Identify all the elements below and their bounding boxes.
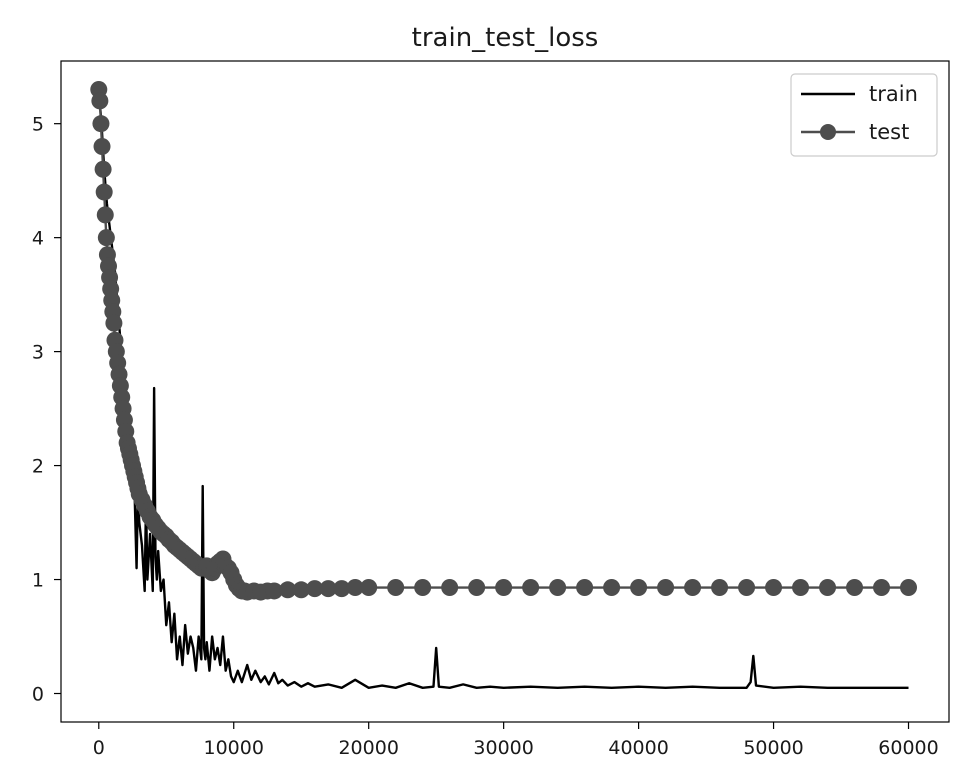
legend-label-train: train (869, 82, 918, 106)
test-point (900, 579, 918, 597)
chart-title: train_test_loss (412, 23, 599, 53)
x-tick-label: 20000 (338, 737, 398, 759)
test-point (97, 229, 115, 247)
legend-marker-test (820, 124, 836, 140)
test-point (93, 137, 111, 155)
test-point (414, 579, 432, 597)
legend-label-test: test (869, 120, 909, 144)
test-point (387, 579, 405, 597)
test-point (576, 579, 594, 597)
test-point (522, 579, 540, 597)
test-point (603, 579, 621, 597)
y-tick-label: 2 (32, 456, 44, 478)
x-tick-label: 10000 (204, 737, 264, 759)
series-line-train (97, 89, 909, 690)
test-point (95, 183, 113, 201)
test-point (306, 580, 324, 598)
test-point (549, 579, 567, 597)
legend: train test (790, 73, 938, 157)
test-point (819, 579, 837, 597)
y-tick-label: 4 (32, 228, 44, 250)
test-point (495, 579, 513, 597)
x-tick-label: 0 (93, 737, 105, 759)
y-tick-label: 5 (32, 114, 44, 136)
test-point (92, 115, 110, 133)
test-point (684, 579, 702, 597)
test-point (346, 579, 364, 597)
y-tick-label: 1 (32, 570, 44, 592)
x-tick-label: 60000 (878, 737, 938, 759)
test-point (105, 314, 123, 332)
test-point (738, 579, 756, 597)
test-point (91, 92, 109, 110)
y-tick-label: 3 (32, 342, 44, 364)
plot-area-frame (60, 60, 950, 723)
series-line-test (97, 89, 909, 594)
test-point (96, 206, 114, 224)
test-point (711, 579, 729, 597)
test-point (657, 579, 675, 597)
test-point (292, 581, 310, 599)
y-tick-label: 0 (32, 684, 44, 706)
test-point (94, 160, 112, 178)
test-point (441, 579, 459, 597)
test-point (279, 581, 297, 599)
test-point (333, 580, 351, 598)
test-point (265, 582, 283, 600)
test-point (792, 579, 810, 597)
test-point (846, 579, 864, 597)
test-point (319, 580, 337, 598)
test-point (873, 579, 891, 597)
x-tick-label: 50000 (743, 737, 803, 759)
test-point (765, 579, 783, 597)
test-point (630, 579, 648, 597)
x-tick-label: 30000 (473, 737, 533, 759)
x-tick-label: 40000 (608, 737, 668, 759)
test-point (468, 579, 486, 597)
test-point (360, 579, 378, 597)
